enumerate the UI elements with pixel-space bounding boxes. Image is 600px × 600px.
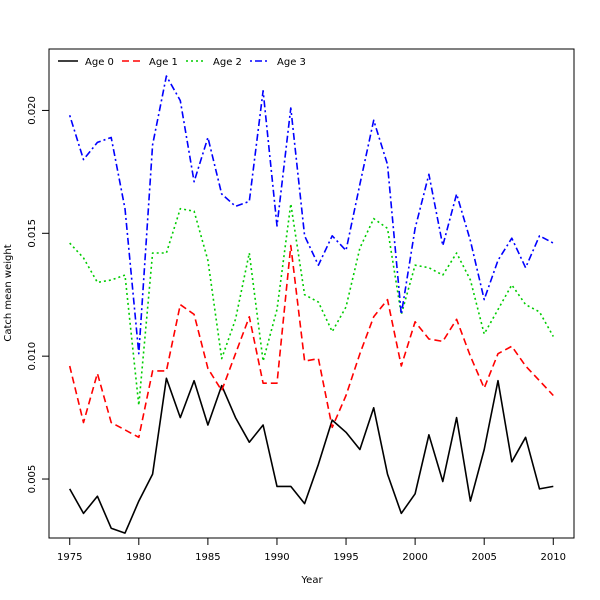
- x-tick-label: 2005: [471, 552, 496, 563]
- series-age-0-line: [69, 377, 554, 534]
- x-tick-label: 1990: [264, 552, 289, 563]
- legend-label: Age 2: [213, 57, 242, 68]
- y-axis: 0.005 0.010 0.015 0.020: [27, 96, 50, 494]
- y-tick-label: 0.005: [27, 465, 38, 494]
- legend-label: Age 3: [277, 57, 306, 68]
- x-tick-label: 1995: [333, 552, 358, 563]
- x-axis-label: Year: [300, 575, 323, 586]
- series-age-3-line: [68, 75, 554, 355]
- legend-label: Age 0: [85, 57, 114, 68]
- x-tick-label: 1985: [195, 552, 220, 563]
- series-lines: [68, 75, 554, 534]
- x-tick-label: 1980: [126, 552, 151, 563]
- series-age-1-line: [68, 244, 554, 439]
- x-axis: 1975 1980 1985 1990 1995 2000 2005 2010: [57, 537, 566, 563]
- y-tick-label: 0.020: [27, 96, 38, 125]
- legend: Age 0 Age 1 Age 2 Age 3: [58, 57, 306, 68]
- x-tick-label: 2000: [402, 552, 427, 563]
- x-tick-label: 1975: [57, 552, 82, 563]
- y-tick-label: 0.010: [27, 342, 38, 371]
- y-tick-label: 0.015: [27, 219, 38, 248]
- legend-label: Age 1: [149, 57, 178, 68]
- x-tick-label: 2010: [541, 552, 566, 563]
- y-axis-label: Catch mean weight: [3, 244, 14, 341]
- series-age-2-line: [69, 203, 554, 407]
